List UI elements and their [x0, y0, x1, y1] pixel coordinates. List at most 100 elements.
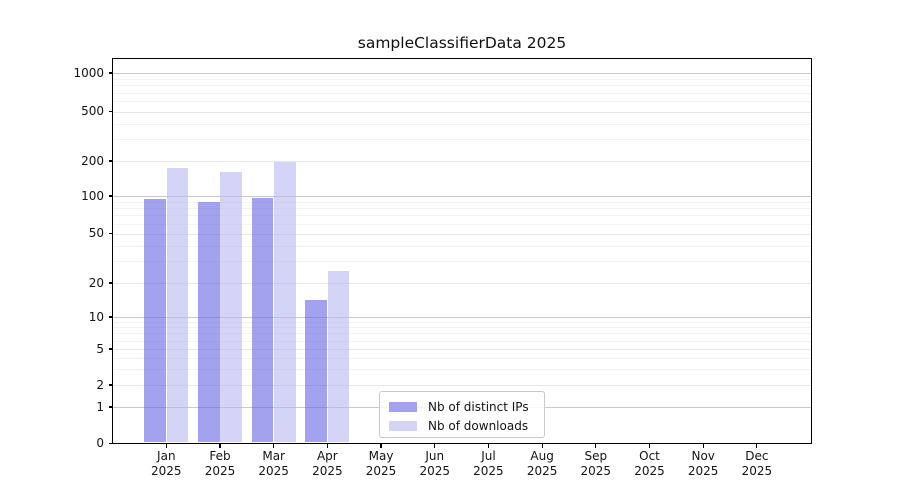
y-tick-mark	[108, 232, 113, 235]
x-tick-label-oct: Oct 2025	[618, 449, 682, 479]
x-tick-year: 2025	[580, 464, 612, 478]
y-tick-mark	[108, 110, 113, 113]
x-tick-month: Mar	[262, 449, 285, 463]
x-tick-label-jan: Jan 2025	[134, 449, 198, 479]
x-tick-year: 2025	[741, 464, 773, 478]
x-tick-year: 2025	[687, 464, 719, 478]
gridline-minor	[113, 340, 811, 342]
x-tick-label-apr: Apr 2025	[295, 449, 359, 479]
y-tick-label-1000: 1000	[73, 65, 104, 80]
x-tick-label-jul: Jul 2025	[456, 449, 520, 479]
bar-jan-downloads	[166, 167, 189, 443]
x-tick-month: Jun	[425, 449, 445, 463]
y-tick-label-2: 2	[96, 377, 104, 392]
x-tick-label-dec: Dec 2025	[725, 449, 789, 479]
bar-mar-downloads	[274, 162, 296, 443]
gridline-2	[113, 385, 811, 386]
x-tick-year: 2025	[312, 464, 343, 478]
x-tick-year: 2025	[151, 464, 182, 478]
gridline-minor	[113, 78, 811, 80]
gridline-minor	[113, 101, 811, 103]
y-tick-mark	[108, 442, 113, 445]
x-tick-month: Nov	[691, 449, 715, 463]
y-tick-label-500: 500	[81, 104, 104, 118]
gridline-20	[113, 283, 811, 284]
x-tick-month: Jul	[481, 449, 496, 463]
x-tick-year: 2025	[634, 464, 665, 478]
bar-feb-distinct-ips	[198, 201, 220, 443]
x-tick-year: 2025	[473, 464, 504, 478]
x-tick-mark	[326, 443, 328, 448]
gridline-minor	[113, 245, 811, 247]
x-tick-label-jun: Jun 2025	[403, 449, 467, 479]
x-tick-mark	[273, 443, 275, 448]
x-tick-month: Sep	[584, 449, 608, 463]
x-tick-month: Apr	[316, 449, 338, 463]
gridline-minor	[113, 261, 811, 263]
gridline-minor	[113, 333, 811, 335]
legend-swatch-downloads-icon	[389, 420, 417, 431]
y-tick-mark	[108, 384, 113, 386]
y-tick-mark	[108, 348, 113, 350]
y-tick-label-20: 20	[88, 275, 104, 290]
legend-item-downloads: Nb of downloads	[389, 416, 544, 435]
y-tick-label-0: 0	[96, 436, 104, 450]
x-tick-month: Dec	[745, 449, 769, 463]
gridline-minor	[113, 201, 811, 203]
x-tick-mark	[380, 443, 382, 448]
x-tick-mark	[541, 443, 543, 448]
gridline-minor	[113, 223, 811, 225]
legend-label-downloads: Nb of downloads	[428, 418, 529, 433]
x-tick-label-aug: Aug 2025	[510, 449, 574, 479]
gridline-minor	[113, 357, 811, 359]
x-tick-year: 2025	[204, 464, 236, 478]
y-tick-label-5: 5	[96, 341, 104, 356]
legend-swatch-distinct-ips-icon	[389, 401, 417, 412]
legend: Nb of distinct IPs Nb of downloads	[379, 391, 545, 438]
y-tick-mark	[108, 160, 113, 162]
x-tick-label-nov: Nov 2025	[671, 449, 735, 479]
bar-mar-distinct-ips	[251, 197, 274, 443]
y-tick-label-10: 10	[88, 309, 104, 324]
x-tick-mark	[595, 443, 597, 448]
plot-area: Nb of distinct IPs Nb of downloads	[112, 58, 812, 444]
bar-apr-downloads	[327, 270, 350, 443]
x-tick-label-feb: Feb 2025	[188, 449, 252, 479]
gridline-minor	[113, 208, 811, 210]
x-tick-month: Aug	[530, 449, 554, 463]
y-tick-mark	[108, 282, 113, 284]
gridline-50	[113, 233, 811, 235]
legend-label-distinct-ips: Nb of distinct IPs	[428, 399, 529, 414]
x-tick-mark	[702, 443, 704, 448]
bar-feb-downloads	[220, 172, 242, 443]
gridline-5	[113, 349, 811, 350]
x-tick-label-sep: Sep 2025	[564, 449, 628, 479]
gridline-minor	[113, 369, 811, 371]
y-tick-mark	[108, 195, 113, 197]
x-tick-year: 2025	[526, 464, 558, 478]
x-tick-mark	[165, 443, 167, 448]
x-tick-year: 2025	[365, 464, 397, 478]
bar-apr-distinct-ips	[305, 300, 327, 443]
gridline-minor	[113, 85, 811, 87]
gridline-1000	[113, 73, 811, 74]
gridline-minor	[113, 321, 811, 323]
y-tick-label-1: 1	[96, 399, 104, 414]
gridline-minor	[113, 92, 811, 94]
y-tick-label-100: 100	[81, 188, 104, 203]
gridline-minor	[113, 139, 811, 141]
y-tick-label-200: 200	[81, 153, 104, 168]
x-tick-mark	[434, 443, 436, 448]
y-tick-mark	[108, 316, 113, 318]
bar-jan-distinct-ips	[144, 199, 166, 443]
x-tick-mark	[219, 443, 221, 448]
gridline-minor	[113, 215, 811, 217]
x-tick-month: Feb	[209, 449, 231, 463]
gridline-100	[113, 196, 811, 197]
x-tick-month: Jan	[157, 449, 176, 463]
gridline-10	[113, 317, 811, 318]
gridline-500	[113, 111, 811, 113]
x-tick-mark	[756, 443, 758, 448]
gridline-minor	[113, 123, 811, 125]
